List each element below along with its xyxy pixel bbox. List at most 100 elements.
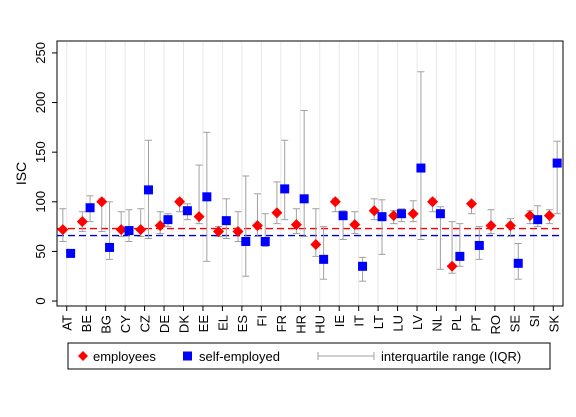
x-tick-label-ie: IE — [332, 315, 347, 328]
point-employees-es — [232, 226, 244, 238]
x-tick-label-hu: HU — [313, 315, 328, 334]
x-tick-label-lu: LU — [391, 315, 406, 332]
y-tick-label-100: 100 — [33, 191, 48, 213]
y-axis-title: ISC — [13, 162, 29, 185]
point-employees-se — [504, 220, 516, 232]
data-points — [57, 158, 562, 272]
x-tick-label-pl: PL — [449, 315, 464, 331]
legend-symbol-self-employed — [183, 351, 192, 361]
iqr-self-employed-lt — [378, 199, 386, 255]
iqr-self-employed-cy — [125, 209, 133, 242]
point-employees-bg — [96, 196, 108, 208]
legend-symbol-employees — [78, 351, 88, 361]
x-tick-label-se: SE — [507, 315, 522, 333]
point-employees-ee — [193, 211, 205, 223]
x-tick-label-el: EL — [215, 315, 230, 331]
point-employees-lv — [407, 208, 419, 220]
point-self-employed-bg — [105, 242, 115, 252]
point-self-employed-fi — [260, 236, 270, 246]
x-tick-label-bg: BG — [99, 315, 114, 334]
point-employees-pl — [446, 260, 458, 272]
vertical-gridlines — [66, 41, 554, 306]
x-axis: AT BE BG CY CZ DE DK EE EL ES FI FR HR HU IE IT LT LU LV NL… — [60, 306, 561, 335]
point-employees-si — [524, 210, 536, 222]
x-tick-label-nl: NL — [430, 315, 445, 332]
point-self-employed-fr — [280, 184, 290, 194]
y-tick-label-50: 50 — [33, 244, 48, 258]
y-tick-label-150: 150 — [33, 141, 48, 163]
x-tick-label-at: AT — [60, 315, 75, 331]
point-self-employed-lt — [377, 212, 387, 222]
iqr-self-employed-sk — [553, 140, 561, 215]
point-self-employed-hu — [319, 254, 329, 264]
point-self-employed-lu — [396, 209, 406, 219]
y-tick-label-250: 250 — [33, 42, 48, 64]
iqr-self-employed-hu — [320, 226, 328, 280]
x-tick-label-sk: SK — [546, 315, 561, 333]
point-self-employed-it — [358, 261, 368, 271]
point-employees-sk — [543, 210, 555, 222]
point-employees-el — [213, 226, 225, 238]
point-self-employed-se — [513, 258, 523, 268]
point-self-employed-es — [241, 236, 251, 246]
x-tick-label-pt: PT — [468, 315, 483, 332]
x-tick-label-hr: HR — [293, 315, 308, 334]
x-tick-label-be: BE — [79, 315, 94, 333]
point-employees-cy — [115, 224, 127, 236]
x-tick-label-si: SI — [527, 315, 542, 327]
point-employees-fr — [271, 207, 283, 219]
x-tick-label-it: IT — [352, 315, 367, 327]
point-self-employed-pl — [455, 251, 465, 261]
iqr-self-employed-lv — [417, 71, 425, 241]
x-tick-label-de: DE — [157, 315, 172, 333]
point-employees-cz — [135, 224, 147, 236]
x-tick-label-ee: EE — [196, 315, 211, 333]
point-employees-at — [57, 224, 69, 236]
x-tick-label-lt: LT — [371, 315, 386, 329]
legend-label-employees: employees — [93, 349, 156, 364]
point-employees-nl — [427, 196, 439, 208]
iqr-self-employed-hr — [300, 109, 308, 238]
iqr-bars — [59, 71, 561, 282]
point-employees-pt — [466, 198, 478, 210]
point-self-employed-ie — [338, 211, 348, 221]
legend: employees self-employed interquartile rang… — [67, 342, 551, 370]
point-employees-de — [154, 220, 166, 232]
point-employees-be — [76, 216, 88, 228]
x-tick-label-lv: LV — [410, 315, 425, 330]
point-employees-hr — [290, 219, 302, 231]
iqr-self-employed-fr — [281, 139, 289, 221]
point-employees-ro — [485, 220, 497, 232]
point-self-employed-lv — [416, 163, 426, 173]
x-tick-label-cz: CZ — [138, 315, 153, 332]
point-employees-lt — [368, 205, 380, 217]
point-employees-dk — [174, 196, 186, 208]
point-self-employed-cy — [124, 226, 134, 236]
point-employees-it — [349, 219, 361, 231]
point-self-employed-at — [66, 248, 76, 258]
x-tick-label-es: ES — [235, 315, 250, 333]
point-self-employed-cz — [143, 185, 153, 195]
reference-lines — [57, 227, 563, 237]
y-tick-label-0: 0 — [33, 297, 48, 304]
iqr-self-employed-es — [242, 175, 250, 277]
x-tick-label-ro: RO — [488, 315, 503, 335]
point-self-employed-el — [221, 216, 231, 226]
point-self-employed-dk — [182, 206, 192, 216]
plot-frame — [56, 40, 564, 307]
point-self-employed-nl — [435, 209, 445, 219]
y-axis: 0 50 100 150 200 250 — [33, 41, 58, 306]
point-self-employed-hr — [299, 194, 309, 204]
legend-label-iqr: interquartile range (IQR) — [381, 349, 521, 364]
point-employees-ie — [329, 196, 341, 208]
point-self-employed-si — [533, 215, 543, 225]
point-self-employed-ee — [202, 192, 212, 202]
point-employees-fi — [251, 220, 263, 232]
point-self-employed-be — [85, 203, 95, 213]
point-employees-hu — [310, 238, 322, 250]
point-self-employed-pt — [474, 240, 484, 250]
x-tick-label-fi: FI — [254, 315, 269, 327]
y-tick-label-200: 200 — [33, 92, 48, 114]
legend-label-self-employed: self-employed — [199, 349, 280, 364]
